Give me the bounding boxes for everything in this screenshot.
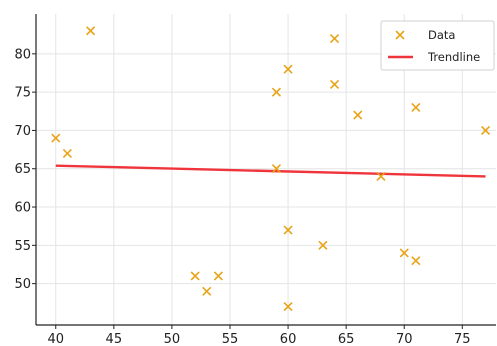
y-tick-label: 55 <box>14 239 31 254</box>
data-point-marker <box>202 286 212 296</box>
grid <box>36 14 496 325</box>
trendline <box>55 164 486 178</box>
data-point-marker <box>318 240 328 250</box>
y-tick-label: 75 <box>14 86 31 101</box>
tick-labels: 40 45 50 55 60 65 70 75 50 55 60 65 70 75 80 <box>14 47 470 346</box>
legend: Data Trendline <box>380 20 495 71</box>
legend-label-trendline: Trendline <box>427 50 480 64</box>
data-point-marker <box>190 271 200 281</box>
x-tick-label: 65 <box>338 332 355 346</box>
x-tick-label: 75 <box>454 332 471 346</box>
data-point-marker <box>62 148 72 158</box>
data-point-marker <box>271 164 282 174</box>
y-tick-label: 50 <box>14 277 31 292</box>
data-point-marker <box>399 248 409 258</box>
data-point-marker <box>411 256 421 266</box>
data-point-marker <box>283 302 293 312</box>
y-tick-label: 70 <box>14 124 31 139</box>
x-tick-label: 40 <box>47 332 64 346</box>
data-point-marker <box>329 79 340 90</box>
data-point-marker <box>86 26 96 36</box>
data-point-marker <box>51 133 61 143</box>
data-point-marker <box>283 225 293 235</box>
data-point-marker <box>271 87 282 97</box>
legend-marker-data <box>395 30 405 40</box>
data-series <box>51 26 491 312</box>
data-point-marker <box>283 64 293 74</box>
data-point-marker <box>480 125 491 135</box>
trendline-series <box>55 164 486 178</box>
y-tick-label: 80 <box>14 47 31 62</box>
data-point-marker <box>376 171 386 181</box>
x-tick-label: 55 <box>222 332 239 346</box>
y-tick-label: 60 <box>14 201 31 216</box>
data-point-marker <box>353 110 363 120</box>
data-point-marker <box>411 102 421 113</box>
x-tick-label: 60 <box>280 332 297 346</box>
y-tick-label: 65 <box>14 162 31 177</box>
data-point-marker <box>329 33 340 44</box>
axes <box>32 14 496 329</box>
x-tick-label: 45 <box>106 332 123 346</box>
x-tick-label: 70 <box>396 332 413 346</box>
data-point-marker <box>213 271 223 281</box>
x-tick-label: 50 <box>164 332 181 346</box>
legend-label-data: Data <box>428 28 455 42</box>
